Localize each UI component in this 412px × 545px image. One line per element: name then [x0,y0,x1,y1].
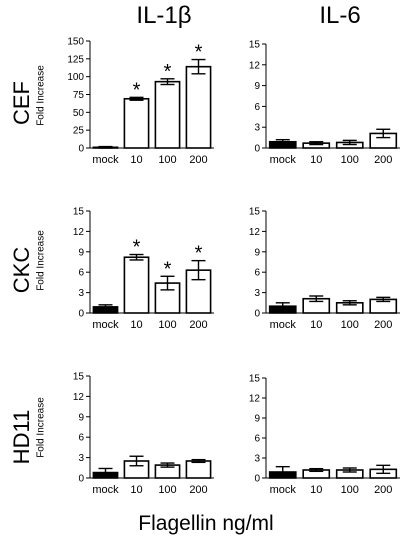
y-tick-label: 0 [254,144,260,155]
x-tick-label: 200 [374,319,392,331]
x-tick-label: 200 [189,154,207,166]
ylabel-row-1: Fold Increase [35,65,47,126]
x-tick-label: 10 [130,154,142,166]
y-tick-label: 15 [73,372,85,383]
y-tick-label: 12 [73,227,85,238]
y-tick-label: 150 [67,37,84,48]
x-tick-label: mock [92,484,119,496]
x-tick-label: 200 [374,154,392,166]
y-tick-label: 6 [254,102,260,113]
x-tick-label: mock [270,319,297,331]
chart-hd11-il1b: 0 3 6 9 12 15 mock 10 100 200 [73,372,214,496]
significance-asterisk: * [195,42,203,64]
y-tick-label: 6 [254,434,260,445]
x-tick-label: 200 [189,319,207,331]
col-title-il6: IL-6 [319,2,361,29]
x-tick-label: 200 [374,484,392,496]
y-tick-label: 25 [73,126,85,137]
chart-hd11-il6: 0 3 6 9 12 15 mock 10 100 200 [249,374,400,496]
y-tick-label: 15 [249,40,261,51]
x-tick-label: mock [92,154,119,166]
chart-ckc-il1b: 0 3 6 9 12 15 mock * 10 * 100 * 200 [73,207,214,331]
y-tick-label: 12 [249,394,261,405]
ylabel-row-3: Fold Increase [35,397,47,458]
y-tick-label: 6 [78,268,84,279]
y-tick-label: 6 [78,433,84,444]
y-tick-label: 9 [254,414,260,425]
x-tick-label: 100 [158,319,176,331]
y-tick-label: 6 [254,268,260,279]
row-title-ckc: CKC [9,246,34,294]
col-title-il1b: IL-1β [136,2,192,29]
x-tick-label: 10 [310,154,322,166]
y-tick-label: 0 [78,309,84,320]
row-title-hd11: HD11 [9,409,34,465]
y-tick-label: 9 [78,412,84,423]
x-tick-label: mock [270,154,297,166]
x-axis-label: Flagellin ng/ml [138,512,274,535]
row-title-cef: CEF [9,81,34,125]
y-tick-label: 15 [73,207,85,218]
significance-asterisk: * [133,237,141,259]
x-tick-label: 200 [189,484,207,496]
chart-cef-il6: 0 3 6 9 12 15 mock 10 100 200 [249,40,400,166]
y-tick-label: 12 [249,227,261,238]
bar [123,256,150,314]
y-tick-label: 3 [78,288,84,299]
bar [185,460,212,479]
y-tick-label: 0 [254,309,260,320]
bar [123,97,150,149]
significance-asterisk: * [195,243,203,265]
chart-cef-il1b: 0 25 50 75 100 125 150 mock * 10 * 100 * 200 [67,37,214,166]
y-tick-label: 15 [249,374,261,385]
x-tick-label: mock [270,484,297,496]
x-tick-label: 10 [130,484,142,496]
y-tick-label: 100 [67,72,84,83]
bar [154,80,181,149]
x-tick-label: mock [92,319,119,331]
x-tick-label: 10 [130,319,142,331]
y-tick-label: 3 [78,453,84,464]
significance-asterisk: * [133,79,141,101]
y-tick-label: 125 [67,54,84,65]
y-tick-label: 9 [254,81,260,92]
y-tick-label: 0 [254,474,260,485]
y-tick-label: 50 [73,108,85,119]
chart-ckc-il6: 0 3 6 9 12 15 mock 10 100 200 [249,207,400,331]
y-tick-label: 12 [249,60,261,71]
y-tick-label: 15 [249,207,261,218]
y-tick-label: 0 [78,144,84,155]
y-tick-label: 3 [254,454,260,465]
x-tick-label: 100 [341,319,359,331]
x-tick-label: 100 [341,154,359,166]
y-tick-label: 75 [73,90,85,101]
y-tick-label: 3 [254,123,260,134]
bar [185,65,212,149]
y-tick-label: 3 [254,288,260,299]
y-tick-label: 12 [73,392,85,403]
ylabel-row-2: Fold Increase [35,230,47,291]
significance-asterisk: * [164,61,172,83]
x-tick-label: 10 [310,319,322,331]
y-tick-label: 9 [254,247,260,258]
y-tick-label: 9 [78,247,84,258]
x-tick-label: 10 [310,484,322,496]
x-tick-label: 100 [158,154,176,166]
x-tick-label: 100 [158,484,176,496]
significance-asterisk: * [164,258,172,280]
y-tick-label: 0 [78,474,84,485]
x-tick-label: 100 [341,484,359,496]
